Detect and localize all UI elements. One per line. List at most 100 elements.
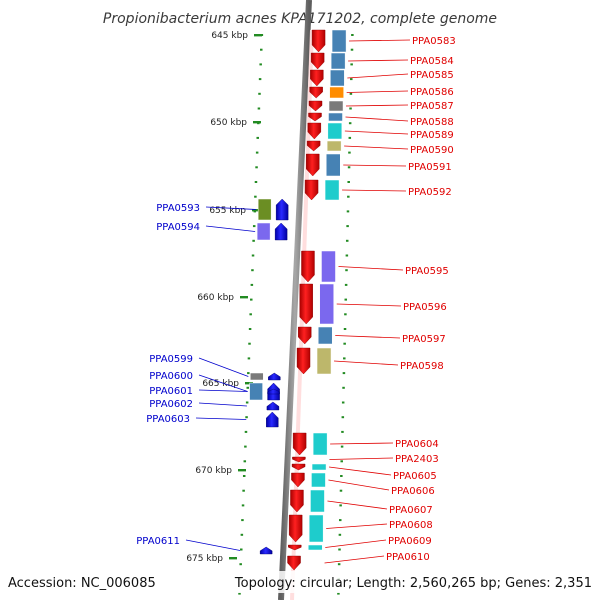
forward-gene-arrow[interactable] [307, 122, 322, 140]
forward-gene-label[interactable]: PPA0597 [402, 334, 446, 345]
scale-tick [347, 181, 350, 183]
forward-gene-arrow[interactable] [309, 86, 323, 99]
scale-tick [244, 430, 248, 433]
scale-tick [345, 254, 349, 257]
forward-gene-label[interactable]: PPA0609 [388, 536, 432, 547]
forward-gene-label[interactable]: PPA0590 [410, 145, 454, 156]
forward-strand-arrows [287, 29, 326, 571]
forward-gene-label[interactable]: PPA0610 [386, 552, 430, 563]
gene-function-block [328, 100, 344, 112]
forward-gene-arrow[interactable] [311, 29, 326, 53]
reverse-gene-label[interactable]: PPA0601 [149, 386, 193, 397]
forward-gene-label[interactable]: PPA0583 [412, 36, 456, 47]
scale-tick [344, 298, 348, 301]
reverse-gene-arrow[interactable] [267, 388, 280, 395]
forward-gene-label[interactable]: PPA0589 [410, 130, 454, 141]
gene-function-block [330, 69, 345, 87]
forward-gene-label[interactable]: PPA0607 [389, 505, 433, 516]
scale-tick [242, 489, 245, 492]
forward-gene-label[interactable]: PPA0588 [410, 117, 454, 128]
forward-gene-label[interactable]: PPA0587 [410, 101, 454, 112]
reverse-gene-label[interactable]: PPA0599 [149, 354, 193, 365]
gene-function-block [257, 198, 272, 221]
reverse-gene-label[interactable]: PPA0611 [136, 536, 180, 547]
forward-gene-label[interactable]: PPA0586 [410, 87, 454, 98]
reverse-label-leader [198, 402, 247, 407]
reverse-gene-arrow[interactable] [275, 198, 289, 221]
forward-label-leader [349, 39, 411, 42]
scale-tick [259, 63, 262, 66]
forward-gene-label[interactable]: PPA0608 [389, 520, 433, 531]
scale-tick [345, 269, 348, 272]
kbp-label: 675 kbp [186, 554, 223, 564]
forward-gene-arrow[interactable] [298, 326, 312, 345]
forward-gene-arrow[interactable] [306, 153, 320, 177]
reverse-gene-arrow[interactable] [274, 222, 288, 241]
forward-gene-arrow[interactable] [301, 250, 315, 283]
scale-tick [245, 401, 249, 404]
gene-function-block [316, 347, 332, 375]
forward-gene-arrow[interactable] [304, 179, 319, 201]
forward-gene-arrow[interactable] [292, 456, 306, 463]
scale-ticks [238, 34, 354, 595]
scale-tick [250, 298, 253, 301]
forward-gene-label[interactable]: PPA0592 [408, 187, 452, 198]
reverse-gene-arrow[interactable] [268, 372, 281, 381]
reverse-gene-label[interactable]: PPA0593 [156, 203, 200, 214]
reverse-gene-arrow[interactable] [259, 546, 273, 555]
forward-gene-label[interactable]: PPA0585 [410, 70, 454, 81]
scale-tick [239, 563, 242, 566]
forward-gene-label[interactable]: PPA0596 [403, 302, 447, 313]
forward-gene-label[interactable]: PPA0591 [408, 162, 452, 173]
forward-gene-arrow[interactable] [291, 472, 305, 488]
forward-gene-arrow[interactable] [292, 432, 307, 456]
reverse-gene-arrow[interactable] [266, 401, 280, 411]
reverse-gene-label[interactable]: PPA0603 [146, 414, 190, 425]
forward-label-leader [338, 266, 404, 271]
forward-gene-arrow[interactable] [310, 52, 325, 70]
forward-label-leader [344, 130, 409, 135]
forward-gene-arrow[interactable] [310, 69, 324, 87]
forward-gene-arrow[interactable] [296, 347, 311, 375]
scale-tick [343, 328, 347, 330]
scale-tick [243, 460, 247, 463]
forward-gene-arrow[interactable] [290, 489, 304, 513]
forward-gene-arrow[interactable] [288, 544, 302, 551]
footer-backdrop-left [0, 571, 260, 593]
forward-gene-label[interactable]: PPA0598 [400, 361, 444, 372]
reverse-label-leader [205, 206, 257, 210]
kbp-major-tick [254, 34, 262, 37]
scale-tick [338, 519, 342, 522]
reverse-label-leader [195, 417, 247, 420]
reverse-gene-arrow[interactable] [266, 411, 279, 428]
map-title: Propionibacterium acnes KPA171202, compl… [103, 11, 497, 27]
forward-label-leader [328, 479, 390, 491]
scale-tick [251, 254, 255, 257]
forward-gene-arrow[interactable] [287, 555, 301, 571]
reverse-gene-label[interactable]: PPA0600 [149, 371, 193, 382]
gene-function-block [325, 153, 341, 177]
forward-gene-label[interactable]: PPA2403 [395, 454, 439, 465]
kbp-major-tick [252, 209, 260, 212]
forward-gene-arrow[interactable] [308, 100, 323, 112]
forward-gene-arrow[interactable] [308, 112, 322, 122]
reverse-gene-label[interactable]: PPA0594 [156, 222, 200, 233]
forward-gene-label[interactable]: PPA0604 [395, 439, 439, 450]
scale-tick [339, 489, 343, 492]
scale-tick [244, 445, 247, 448]
forward-gene-arrow[interactable] [288, 514, 303, 543]
forward-gene-label[interactable]: PPA0606 [391, 486, 435, 497]
scale-tick [252, 239, 255, 242]
forward-gene-label[interactable]: PPA0605 [393, 471, 437, 482]
kbp-major-tick [229, 557, 237, 560]
scale-tick [347, 166, 351, 169]
forward-gene-arrow[interactable] [291, 463, 306, 471]
forward-gene-label[interactable]: PPA0595 [405, 266, 449, 277]
forward-gene-label[interactable]: PPA0584 [410, 56, 454, 67]
genome-stats-text: Topology: circular; Length: 2,560,265 bp… [234, 576, 592, 591]
forward-gene-arrow[interactable] [299, 283, 313, 325]
scale-tick [340, 460, 343, 463]
forward-gene-arrow[interactable] [306, 140, 321, 152]
reverse-gene-label[interactable]: PPA0602 [149, 399, 193, 410]
